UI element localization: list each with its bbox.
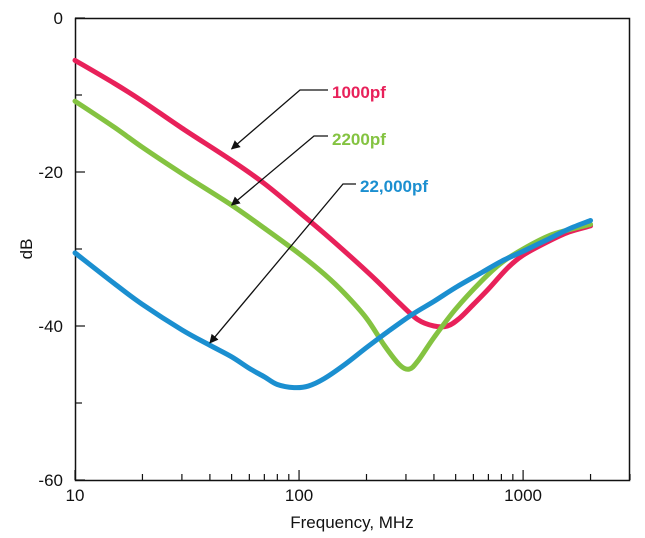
series-label-2: 22,000pf [360,177,428,196]
annotation-arrow-1 [230,135,328,206]
x-ticks: 10 100 1000 [66,470,631,505]
x-tick-label: 100 [285,486,313,505]
annotation-arrow-0 [230,89,328,150]
series-layer [72,57,594,391]
series-line-2 [72,218,594,391]
series-label-0: 1000pf [332,83,386,102]
y-ticks: 0 -20 -40 -60 [38,9,85,490]
y-tick-label: -60 [38,471,63,490]
x-tick-label: 10 [66,486,85,505]
annotation-arrow-2 [209,183,356,344]
series-line-0 [72,57,594,330]
series-label-1: 2200pf [332,130,386,149]
annotation-layer: 1000pf 2200pf 22,000pf [209,83,428,344]
x-tick-label: 1000 [504,486,542,505]
y-axis-title: dB [17,239,36,260]
y-tick-label: 0 [54,9,63,28]
x-axis-title: Frequency, MHz [290,513,413,532]
y-tick-label: -20 [38,163,63,182]
y-tick-label: -40 [38,317,63,336]
